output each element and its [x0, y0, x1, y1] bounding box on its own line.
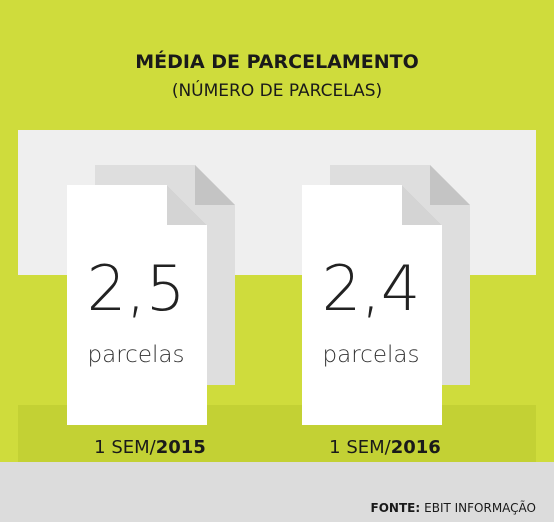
- source: FONTE: EBIT INFORMAÇÃO: [371, 500, 537, 515]
- unit: parcelas: [88, 342, 185, 368]
- document-icon: [67, 165, 235, 425]
- footer-band: [0, 462, 554, 522]
- source-label: FONTE:: [371, 501, 421, 515]
- front-sheet: [67, 185, 207, 425]
- period-label: 1 SEM/2016: [329, 437, 441, 458]
- title: MÉDIA DE PARCELAMENTO: [135, 50, 419, 73]
- back-fold: [430, 165, 470, 205]
- front-sheet: [302, 185, 442, 425]
- subtitle: (NÚMERO DE PARCELAS): [172, 79, 382, 101]
- year: 2015: [156, 437, 206, 458]
- back-fold: [195, 165, 235, 205]
- value: 2,5: [87, 252, 186, 325]
- document-icon: [302, 165, 470, 425]
- unit: parcelas: [323, 342, 420, 368]
- value: 2,4: [322, 252, 421, 325]
- period: 1 SEM/: [94, 437, 157, 458]
- period: 1 SEM/: [329, 437, 392, 458]
- year: 2016: [391, 437, 441, 458]
- front-fold: [167, 185, 207, 225]
- source-name: EBIT INFORMAÇÃO: [424, 500, 536, 515]
- front-fold: [402, 185, 442, 225]
- period-label: 1 SEM/2015: [94, 437, 206, 458]
